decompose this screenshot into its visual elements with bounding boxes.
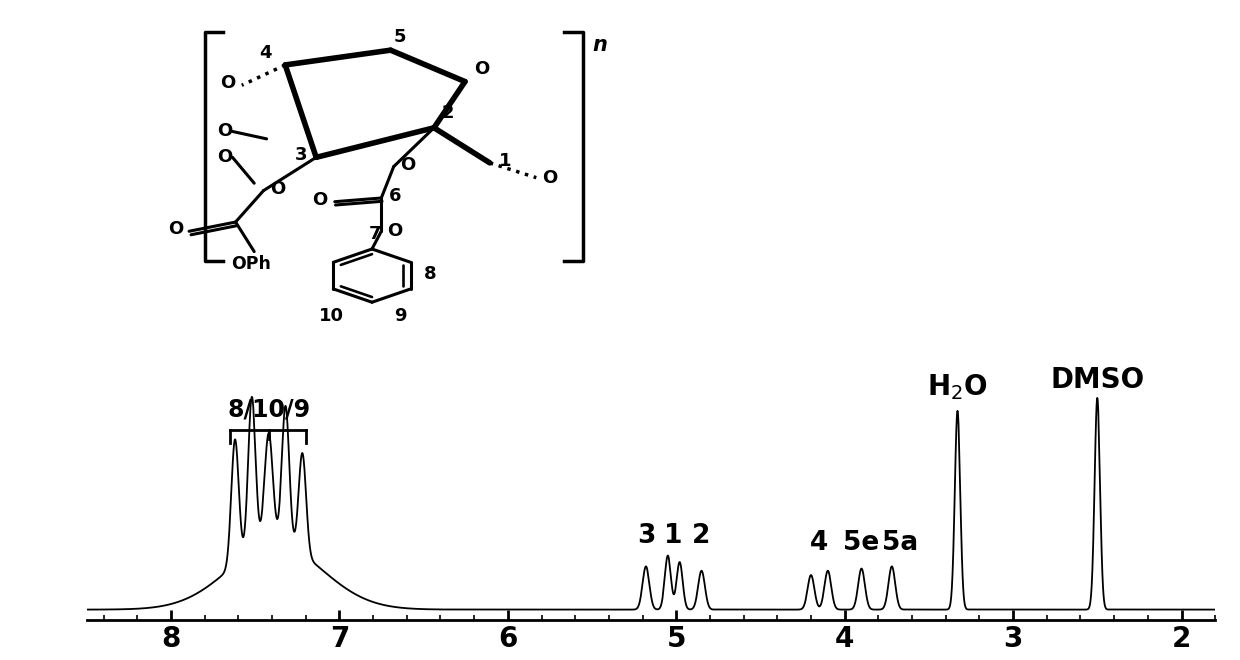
Text: O: O: [399, 156, 415, 174]
Text: O: O: [270, 180, 285, 198]
Text: 1: 1: [498, 152, 512, 170]
Text: 8: 8: [424, 265, 436, 282]
Text: 1: 1: [663, 523, 682, 549]
Text: 2: 2: [441, 104, 454, 122]
Text: 5e: 5e: [843, 529, 879, 556]
Text: 10: 10: [319, 307, 345, 325]
Text: O: O: [387, 222, 403, 240]
Text: 7: 7: [368, 226, 382, 244]
Text: 3: 3: [637, 523, 655, 549]
Text: O: O: [475, 60, 490, 78]
Text: OPh: OPh: [231, 255, 272, 273]
Text: 6: 6: [389, 187, 402, 205]
Text: 8/10/9: 8/10/9: [227, 398, 310, 422]
Text: 9: 9: [394, 307, 407, 325]
Text: O: O: [221, 75, 236, 92]
Text: 3: 3: [294, 147, 306, 164]
Text: O: O: [167, 220, 184, 238]
Text: 5: 5: [394, 28, 407, 46]
Text: 4: 4: [259, 44, 272, 62]
Text: O: O: [312, 191, 327, 209]
Text: O: O: [217, 148, 232, 166]
Text: n: n: [593, 36, 606, 55]
Text: 2: 2: [692, 523, 711, 549]
Text: O: O: [543, 169, 558, 187]
Text: 4: 4: [810, 529, 828, 556]
Text: H$_2$O: H$_2$O: [928, 372, 988, 402]
Text: O: O: [217, 123, 232, 141]
Text: DMSO: DMSO: [1050, 366, 1145, 393]
Text: 5a: 5a: [882, 529, 919, 556]
